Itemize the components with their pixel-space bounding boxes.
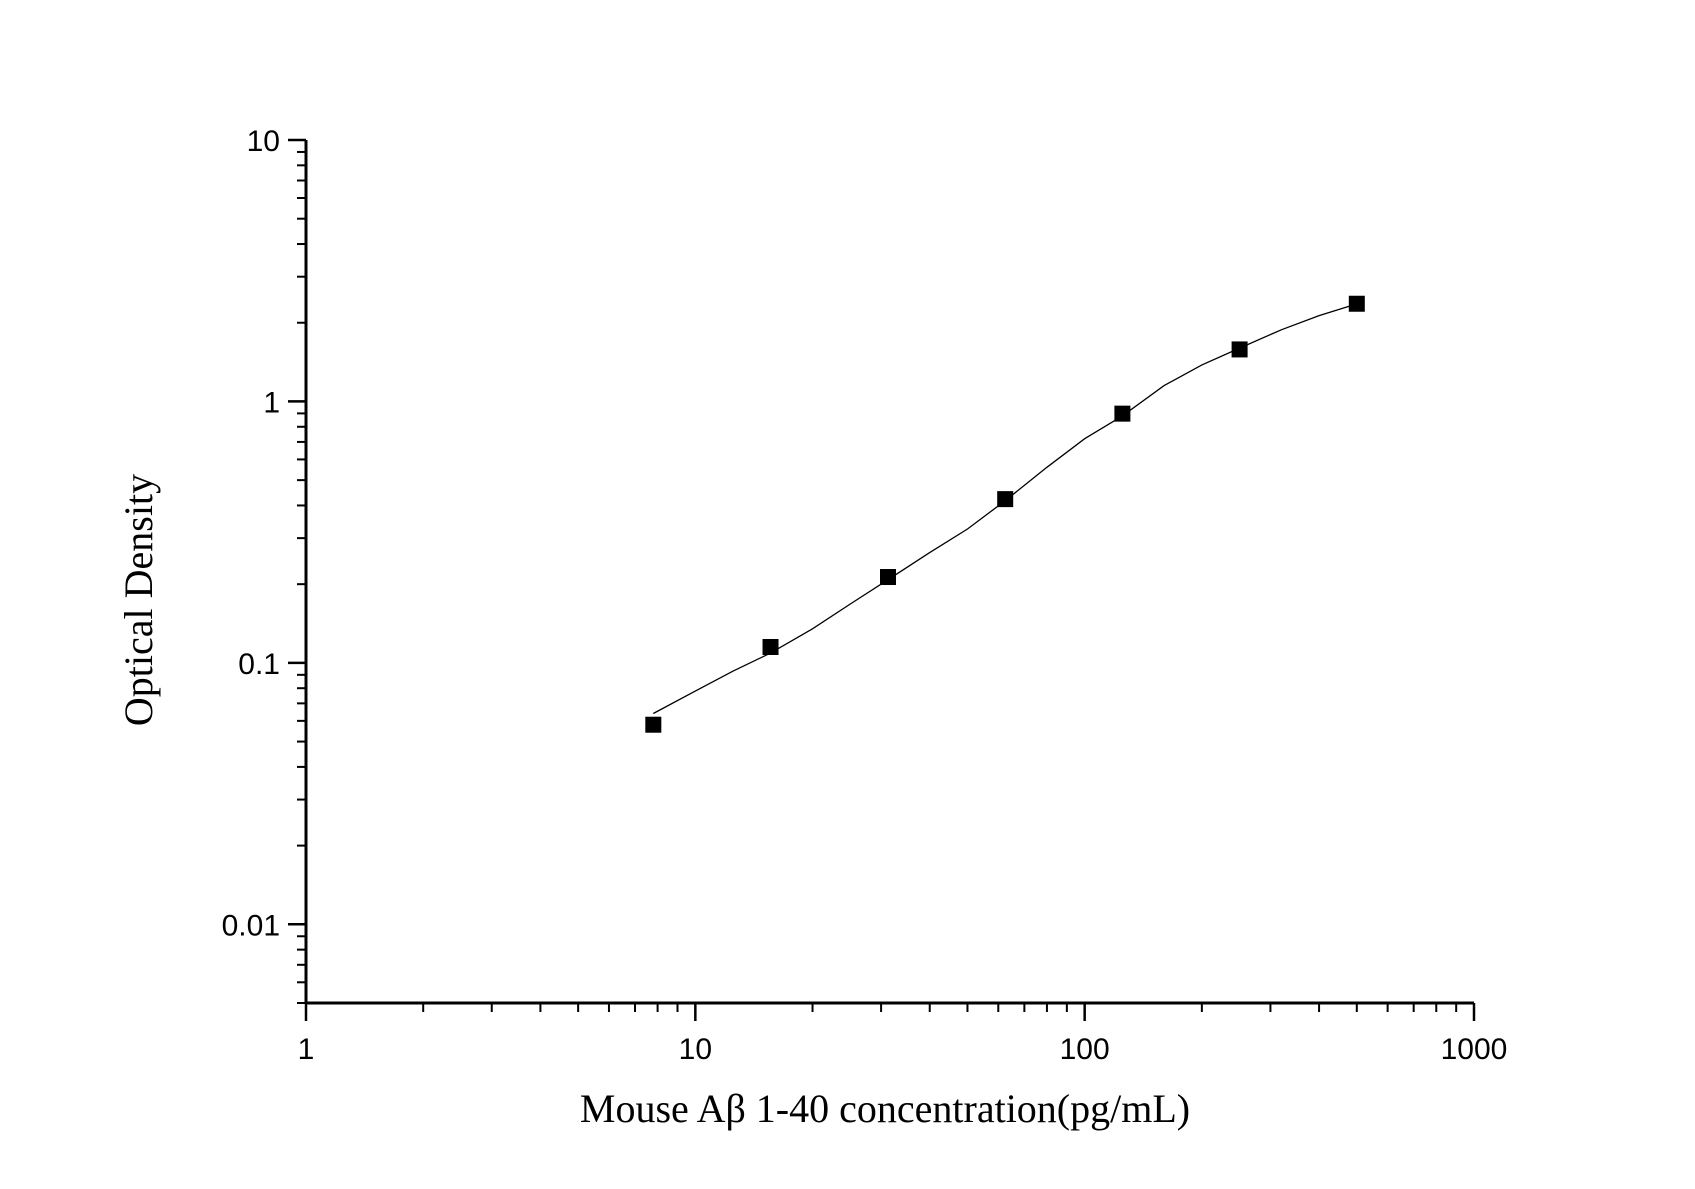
x-tick-label: 10 xyxy=(679,1033,712,1066)
data-point xyxy=(762,638,779,655)
y-axis-title: Optical Density xyxy=(116,474,161,726)
data-point xyxy=(645,716,662,733)
y-tick-label: 0.1 xyxy=(238,648,280,681)
y-axis-major-ticks xyxy=(288,138,306,926)
y-tick-label: 10 xyxy=(247,125,280,158)
x-tick-label: 1 xyxy=(298,1033,315,1066)
y-axis-tick-labels: 0.01 0.1 1 10 xyxy=(222,125,280,942)
y-tick-label: 0.01 xyxy=(222,909,280,942)
data-point xyxy=(879,569,896,586)
data-point xyxy=(1231,341,1248,358)
data-point xyxy=(1348,295,1365,312)
data-point xyxy=(997,491,1014,508)
fit-curve-line xyxy=(652,303,1357,715)
x-axis-tick-labels: 1 10 100 1000 xyxy=(298,1033,1508,1066)
x-tick-label: 100 xyxy=(1060,1033,1110,1066)
y-tick-label: 1 xyxy=(263,386,280,419)
x-tick-label: 1000 xyxy=(1441,1033,1508,1066)
x-axis-major-ticks xyxy=(304,1003,1476,1021)
x-axis-title: Mouse Aβ 1-40 concentration(pg/mL) xyxy=(580,1086,1190,1131)
data-point xyxy=(1114,405,1131,422)
data-points xyxy=(645,295,1365,733)
